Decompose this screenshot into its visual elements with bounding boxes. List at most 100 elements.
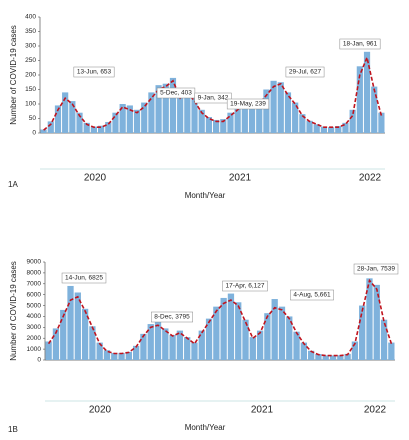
year-label: 2021 xyxy=(251,405,274,416)
y-tick-label: 200 xyxy=(25,72,36,79)
annotation: 9-Jan, 342 xyxy=(198,95,229,102)
bar xyxy=(140,333,147,360)
bar xyxy=(133,345,140,360)
bar xyxy=(169,77,177,133)
bar xyxy=(67,285,74,360)
bar xyxy=(76,112,83,133)
y-tick-label: 4000 xyxy=(27,313,42,320)
bar xyxy=(169,334,176,360)
bar xyxy=(47,121,54,133)
y-tick-label: 350 xyxy=(25,28,36,35)
bar xyxy=(213,119,220,133)
bar xyxy=(270,80,277,133)
panel-label: 1A xyxy=(8,180,18,189)
bar xyxy=(256,330,264,360)
bar xyxy=(205,117,212,133)
bar xyxy=(125,351,132,360)
bar xyxy=(184,89,191,133)
year-label: 2020 xyxy=(84,173,107,184)
bar xyxy=(220,119,227,133)
bar xyxy=(388,342,395,360)
year-label: 2020 xyxy=(89,405,112,416)
bar xyxy=(300,342,307,360)
bar xyxy=(363,51,371,133)
y-tick-label: 150 xyxy=(25,86,36,93)
bar xyxy=(52,328,60,360)
bar xyxy=(162,328,169,360)
bar xyxy=(256,99,263,133)
bar xyxy=(320,126,327,133)
annotation-box xyxy=(194,92,232,104)
annotation: 13-Jun, 653 xyxy=(77,69,112,76)
x-axis-label: Month/Year xyxy=(185,191,226,200)
bar xyxy=(198,330,205,360)
annotation: 18-Jan, 961 xyxy=(343,41,378,48)
bar xyxy=(271,299,278,360)
x-axis-label: Month/Year xyxy=(185,423,226,432)
y-tick-label: 1000 xyxy=(27,346,42,353)
bar xyxy=(342,122,349,133)
bar xyxy=(356,66,363,133)
bar xyxy=(147,324,154,360)
bar xyxy=(263,89,270,133)
bar xyxy=(371,86,378,133)
bar xyxy=(220,297,227,360)
bar xyxy=(105,121,112,133)
bar xyxy=(83,122,90,133)
year-label: 2022 xyxy=(364,405,387,416)
y-tick-label: 6000 xyxy=(27,291,42,298)
bar xyxy=(227,112,234,133)
bar xyxy=(141,102,148,133)
y-axis-label: Number of COVID-19 cases xyxy=(9,261,18,361)
y-tick-label: 0 xyxy=(32,130,36,137)
bar xyxy=(286,316,293,360)
trend-line xyxy=(47,278,393,357)
annotation-box xyxy=(285,66,325,78)
bar xyxy=(191,98,198,133)
y-tick-label: 2000 xyxy=(27,335,42,342)
annotation-box xyxy=(353,263,399,275)
bar xyxy=(249,337,256,360)
bar xyxy=(349,109,356,133)
bar xyxy=(293,331,300,360)
annotation-box xyxy=(73,66,115,78)
bar xyxy=(54,105,62,133)
trend-line xyxy=(43,54,383,131)
bar xyxy=(308,350,315,360)
bar xyxy=(337,355,344,360)
y-axis-label: Number of COVID-19 cases xyxy=(9,25,18,125)
bar xyxy=(306,120,313,133)
bar xyxy=(315,354,322,360)
bar xyxy=(103,350,111,360)
bar xyxy=(277,82,284,133)
bar xyxy=(40,129,47,133)
y-tick-label: 3000 xyxy=(27,324,42,331)
bar xyxy=(234,105,241,133)
bar xyxy=(60,309,67,360)
y-tick-label: 5000 xyxy=(27,302,42,309)
bar xyxy=(284,92,292,133)
bar xyxy=(241,99,248,133)
bar xyxy=(366,278,373,360)
bar xyxy=(242,319,249,360)
annotation: 5-Dec, 403 xyxy=(160,90,192,97)
annotation-box xyxy=(222,280,268,292)
bar xyxy=(111,352,118,360)
annotation-box xyxy=(339,38,381,50)
bar xyxy=(148,92,155,133)
bar xyxy=(378,112,385,133)
y-tick-label: 50 xyxy=(29,115,37,122)
y-tick-label: 250 xyxy=(25,57,36,64)
bar xyxy=(126,105,133,133)
bar xyxy=(177,95,184,133)
y-tick-label: 7000 xyxy=(27,280,42,287)
bar xyxy=(155,85,162,133)
bar xyxy=(154,321,162,360)
bar xyxy=(81,308,89,360)
bar xyxy=(227,293,235,360)
bar xyxy=(198,109,205,133)
bar xyxy=(313,124,320,133)
bar xyxy=(112,112,119,133)
annotation-box xyxy=(226,98,270,110)
